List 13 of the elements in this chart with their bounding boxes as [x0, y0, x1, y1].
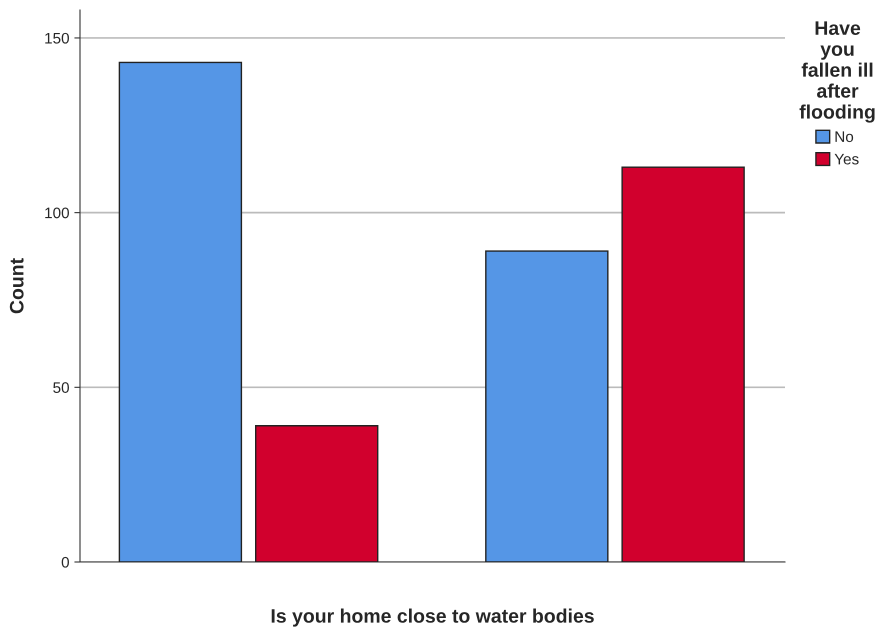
y-tick-label: 150 [45, 32, 69, 44]
legend-label: No [836, 131, 854, 142]
bar [485, 250, 609, 562]
y-tick-label: 0 [62, 556, 69, 568]
y-tick-label: 50 [53, 382, 69, 394]
legend-title: Have you fallen ill after flooding [800, 21, 875, 123]
bar [118, 62, 242, 562]
y-axis-title: Count [10, 258, 24, 314]
bar [621, 166, 745, 562]
y-tick-label: 100 [45, 208, 69, 218]
bar [255, 425, 378, 562]
x-axis-title: Is your home close to water bodies [272, 608, 594, 627]
legend-label: Yes [834, 154, 859, 164]
